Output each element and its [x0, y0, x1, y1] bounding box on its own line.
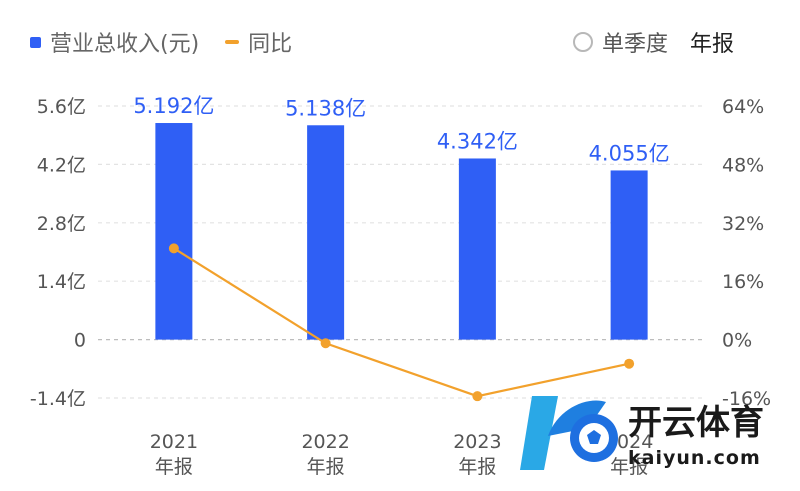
revenue-bar: [610, 170, 648, 340]
legend-revenue-label: 营业总收入(元): [50, 32, 200, 57]
bar-value-label: 5.138亿: [285, 96, 366, 120]
x-tick-label: 2022: [301, 431, 349, 453]
legend-item-yoy[interactable]: 同比: [225, 26, 292, 58]
y-left-tick-label: 1.4亿: [37, 271, 86, 293]
revenue-bar: [307, 125, 345, 340]
y-left-tick-label: 4.2亿: [37, 154, 86, 176]
bar-value-label: 5.192亿: [133, 94, 214, 118]
x-tick-sublabel: 年报: [155, 456, 193, 478]
y-left-tick-label: 0: [74, 330, 86, 352]
yoy-point: [320, 338, 331, 349]
y-right-tick-label: -16%: [722, 388, 771, 410]
yoy-line: [173, 247, 630, 398]
radio-unchecked-icon[interactable]: [572, 32, 593, 52]
revenue-bar: [155, 123, 193, 340]
toggle-annual-label: 年报: [689, 32, 734, 57]
y-left-tick-label: 5.6亿: [37, 96, 86, 118]
legend-item-revenue[interactable]: 营业总收入(元): [30, 26, 199, 58]
y-right-tick-label: 64%: [722, 96, 764, 118]
bar-value-label: 4.055亿: [589, 141, 670, 165]
period-toggle: 单季度 年报: [551, 27, 734, 57]
yoy-point: [624, 358, 635, 369]
y-left-tick-label: -1.4亿: [30, 388, 86, 410]
y-right-tick-label: 0%: [722, 330, 752, 352]
bar-swatch-icon: [30, 36, 41, 48]
y-right-tick-label: 16%: [722, 271, 764, 293]
y-right-tick-label: 32%: [722, 213, 764, 235]
yoy-point: [472, 391, 483, 402]
y-left-tick-label: 2.8亿: [37, 213, 86, 235]
y-right-tick-label: 48%: [722, 154, 764, 176]
yoy-point: [168, 243, 179, 254]
bar-value-label: 4.342亿: [437, 129, 518, 153]
kaiyun-logo-icon: [520, 396, 618, 470]
x-tick-label: 2023: [453, 431, 501, 453]
x-tick-sublabel: 年报: [307, 456, 345, 478]
x-tick-label: 2021: [150, 431, 198, 453]
kaiyun-watermark: 开云体育 kaiyun.com: [520, 396, 764, 470]
watermark-brand-en: kaiyun.com: [628, 447, 761, 469]
toggle-quarterly[interactable]: 单季度: [572, 26, 668, 58]
legend-yoy-label: 同比: [248, 32, 293, 57]
toggle-quarterly-label: 单季度: [601, 32, 668, 57]
line-swatch-icon: [225, 40, 240, 44]
x-tick-sublabel: 年报: [610, 456, 648, 478]
x-tick-sublabel: 年报: [458, 456, 496, 478]
revenue-bar: [458, 158, 496, 340]
watermark-brand-cn: 开云体育: [628, 403, 764, 443]
legend: 营业总收入(元) 同比: [30, 27, 308, 57]
toggle-annual[interactable]: 年报: [690, 26, 734, 58]
